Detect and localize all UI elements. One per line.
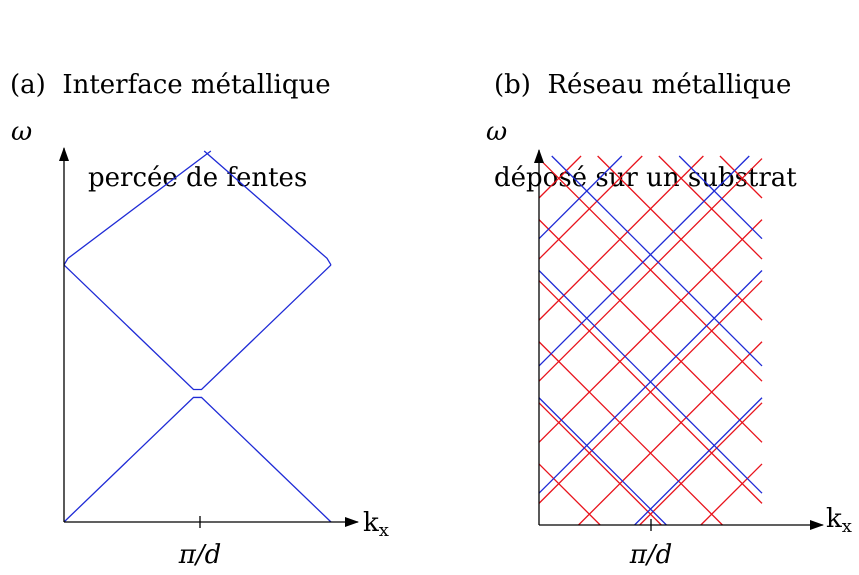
panel-b-substrate-line-rising-3 [578, 341, 763, 526]
panel-b-light-line-rising-4 [538, 155, 623, 240]
panel-b-substrate-line-rising-9 [538, 155, 582, 199]
panel-a-dispersion-branch-4 [203, 150, 332, 266]
panel-b-light-line-rising-3 [538, 155, 750, 367]
panel-b-plot: ω kx π/d [486, 117, 852, 570]
panel-b-title: (b) Réseau métallique déposé sur un subs… [494, 8, 854, 225]
panel-a-x-axis-label-sub: x [379, 520, 389, 541]
panel-b-substrate-line-rising-1 [700, 463, 763, 526]
panel-b-x-axis-label-sub: x [842, 516, 852, 537]
panel-a-x-axis-label: kx [363, 508, 389, 541]
panel-b-substrate-line-falling-2 [538, 402, 662, 526]
panel-a-y-axis-label: ω [11, 117, 32, 147]
panel-b-light-line-falling-2 [538, 270, 763, 494]
panel-a-dispersion-branch-1 [63, 396, 332, 523]
panel-b-x-axis-label: kx [826, 504, 852, 537]
panel-b-light-line-falling-1 [538, 397, 667, 526]
panel-a-dispersion-branch-3 [63, 150, 212, 266]
panel-b-substrate-line-falling-7 [597, 155, 763, 321]
panel-b-curves [538, 155, 763, 526]
panel-b-substrate-line-falling-3 [538, 341, 723, 526]
panel-b-x-tick-label: π/d [629, 540, 673, 570]
panel-b-substrate-line-falling-6 [538, 158, 763, 382]
panel-b-x-axis-label-main: k [826, 504, 842, 534]
panel-a-dispersion-branch-2 [63, 264, 332, 391]
panel-b-y-axis-label: ω [486, 117, 507, 147]
panel-a-plot: ω kx π/d [11, 117, 389, 570]
panel-a-curves [63, 150, 332, 523]
panel-a-x-tick-label: π/d [178, 540, 222, 570]
panel-b-substrate-line-falling-5 [538, 219, 763, 443]
panel-b-title-line-1: (b) Réseau métallique [494, 70, 792, 100]
panel-a-title: (a) Interface métallique percée de fente… [10, 8, 370, 225]
panel-b-light-line-rising-1 [634, 397, 763, 526]
panel-b-substrate-line-falling-1 [538, 463, 601, 526]
panel-a-x-axis-label-main: k [363, 508, 379, 538]
panel-b-light-line-falling-4 [678, 155, 763, 240]
panel-b-substrate-line-rising-2 [639, 402, 763, 526]
panel-b-substrate-line-falling-9 [719, 155, 763, 199]
panel-b-substrate-line-falling-8 [658, 155, 763, 260]
panel-b-light-line-falling-3 [551, 155, 763, 367]
panel-b-substrate-line-falling-4 [538, 280, 763, 504]
panel-a-title-line-1: (a) Interface métallique [10, 70, 331, 100]
panel-b-substrate-line-rising-7 [538, 155, 704, 321]
panel-a-title-line-2: percée de fentes [88, 163, 308, 193]
panel-b-substrate-line-rising-8 [538, 155, 643, 260]
